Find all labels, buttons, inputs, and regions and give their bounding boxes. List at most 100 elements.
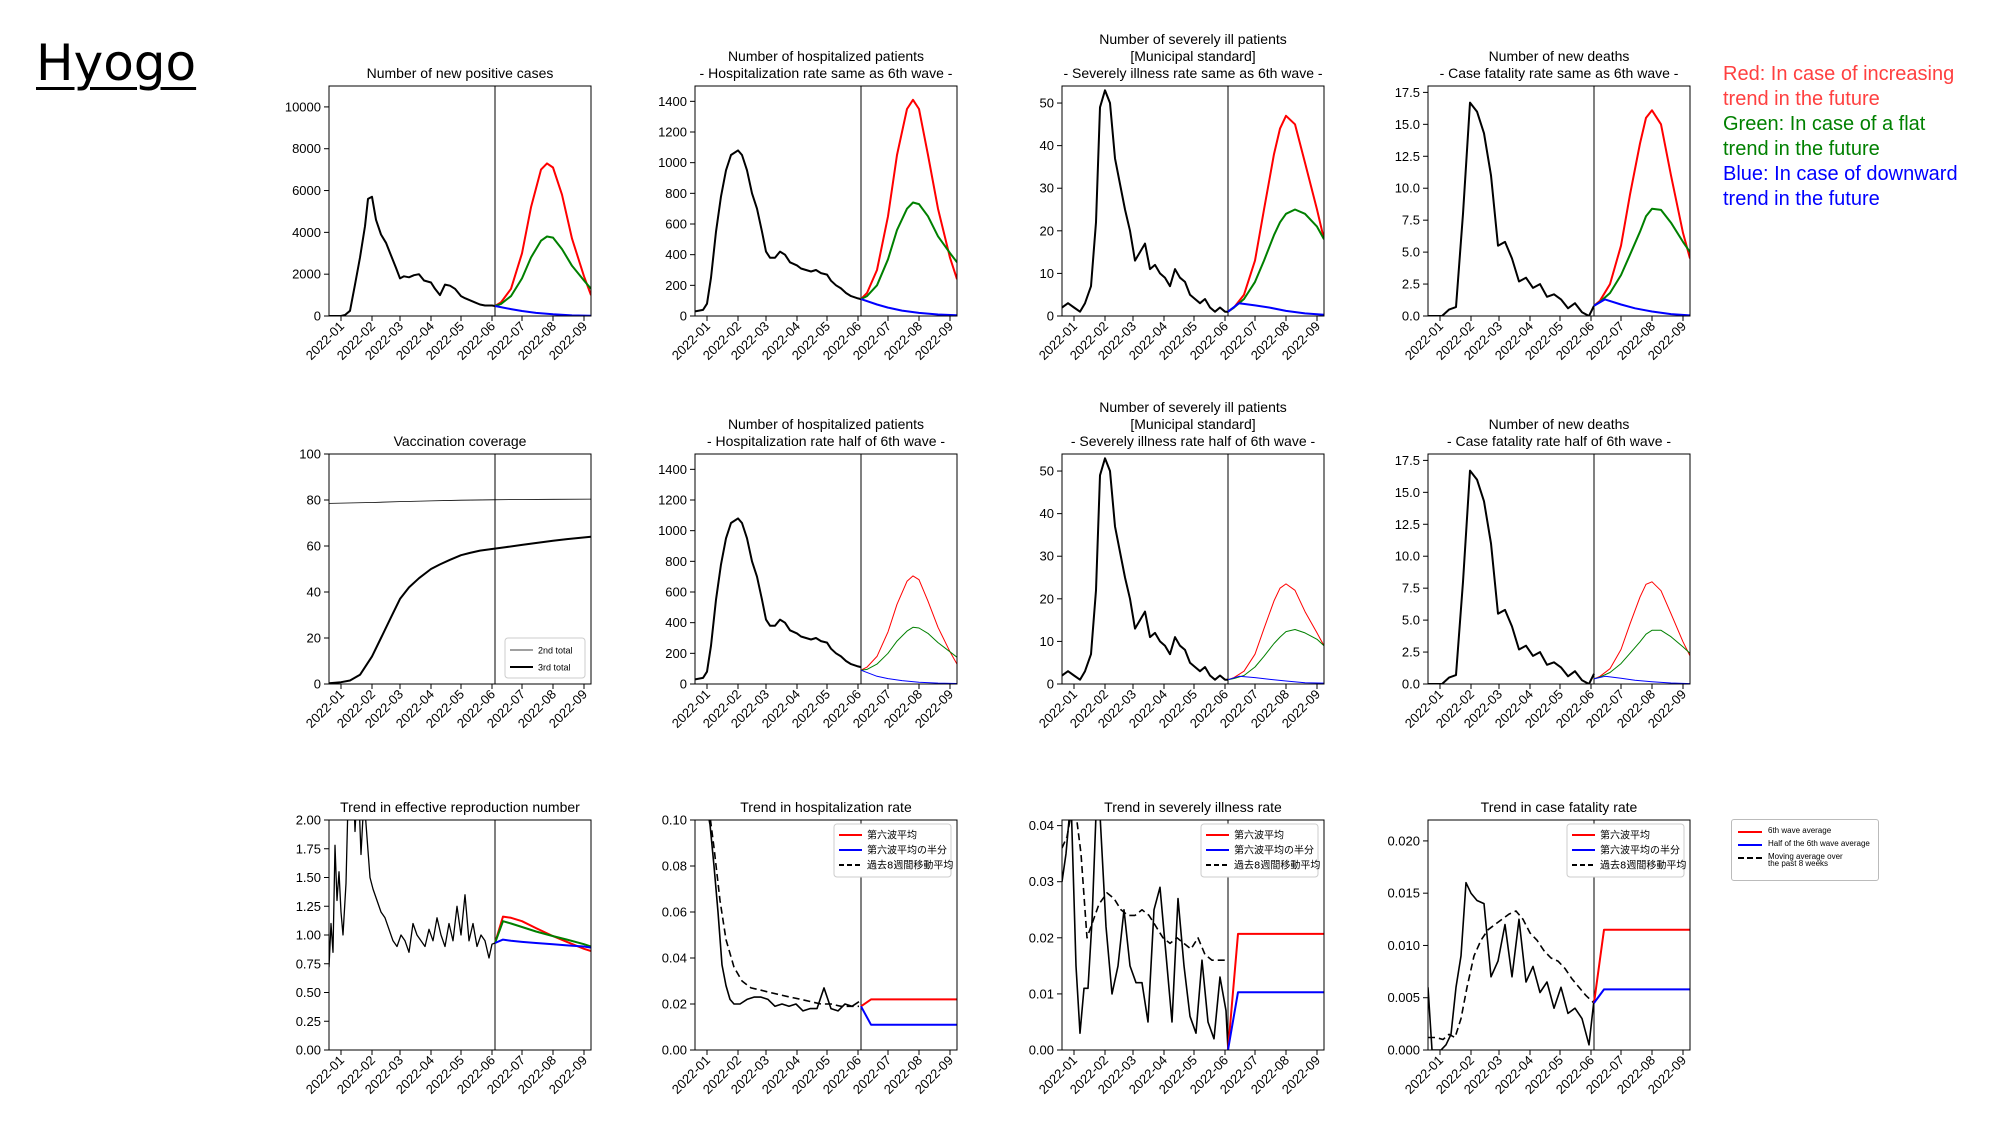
scenario-legend: Red: In case of increasing trend in the f…	[1723, 62, 1958, 212]
plot-frame	[328, 85, 592, 317]
plot-frame	[694, 453, 958, 685]
plot-frame	[1061, 453, 1325, 685]
y-tick-label: 800	[665, 186, 687, 201]
y-tick-label: 12.5	[1395, 517, 1420, 532]
series-line	[1593, 207, 1690, 307]
series-line	[708, 820, 860, 1012]
chart-title: Number of severely ill patients	[1099, 31, 1287, 47]
y-tick-label: 0.015	[1387, 886, 1420, 901]
series-line	[860, 201, 957, 300]
y-tick-label: 0.08	[662, 859, 687, 874]
chart-panel: Trend in severely illness rate 0.00 0.01 0.…	[1029, 799, 1325, 1097]
ratio-legend-swatch	[1738, 857, 1762, 859]
series-line	[329, 498, 591, 504]
series-line	[1428, 881, 1595, 1050]
y-tick-label: 0.10	[662, 813, 687, 828]
series-line	[860, 1005, 957, 1026]
y-tick-label: 400	[665, 615, 687, 630]
legend-label: 過去8週間移動平均	[867, 859, 953, 872]
ratio-legend-box: 6th wave average Half of the 6th wave ave…	[1731, 819, 1879, 881]
chart-title: - Severely illness rate same as 6th wave…	[1063, 65, 1322, 81]
series-line	[1062, 457, 1228, 681]
y-tick-label: 1000	[658, 155, 687, 170]
y-tick-label: 20	[1040, 223, 1054, 238]
chart-panel: Number of hospitalized patients- Hospita…	[658, 416, 958, 731]
series-line	[709, 820, 859, 1008]
y-tick-label: 40	[307, 585, 321, 600]
y-tick-label: 0.005	[1387, 990, 1420, 1005]
chart-panel: Number of new positive cases 0 2000 4000 600…	[285, 65, 592, 363]
y-tick-label: 10000	[285, 99, 321, 114]
series-line	[1593, 988, 1690, 1004]
y-tick-label: 0.01	[1029, 986, 1054, 1001]
y-tick-label: 12.5	[1395, 149, 1420, 164]
plot-frame	[1061, 819, 1325, 1051]
chart-panel: Vaccination coverage0204060801002022-012…	[299, 433, 592, 731]
chart-title: Number of new positive cases	[367, 65, 554, 81]
series-line	[1593, 928, 1690, 1004]
y-tick-label: 50	[1040, 96, 1054, 111]
chart-title: [Municipal standard]	[1130, 416, 1255, 432]
y-tick-label: 5.0	[1402, 245, 1420, 260]
chart-panel: Trend in effective reproduction number 0.…	[296, 799, 592, 1097]
chart-panel: Number of hospitalized patients- Hospita…	[658, 48, 958, 363]
chart-title: Number of new deaths	[1489, 416, 1630, 432]
series-line	[1593, 581, 1690, 680]
legend-label: 3rd total	[538, 663, 571, 673]
series-line	[1593, 298, 1690, 316]
legend-label: 2nd total	[538, 646, 573, 656]
y-tick-label: 4000	[292, 225, 321, 240]
chart-title: Trend in case fatality rate	[1481, 799, 1638, 815]
y-tick-label: 60	[307, 539, 321, 554]
chart-title: Number of new deaths	[1489, 48, 1630, 64]
y-tick-label: 0	[1047, 309, 1054, 324]
series-line	[860, 669, 957, 684]
y-tick-label: 0	[314, 677, 321, 692]
y-tick-label: 1.75	[296, 841, 321, 856]
y-tick-label: 1400	[658, 462, 687, 477]
series-line	[1062, 820, 1226, 962]
y-tick-label: 2.5	[1402, 645, 1420, 660]
series-line	[329, 195, 496, 316]
chart-title: Trend in severely illness rate	[1104, 799, 1282, 815]
scenario-legend-line: Red: In case of increasing	[1723, 63, 1955, 85]
series-line	[1062, 820, 1229, 1050]
region-title: Hyogo	[36, 34, 197, 92]
series-line	[1227, 629, 1324, 681]
legend-label: 第六波平均	[1234, 829, 1284, 842]
plot-frame	[328, 453, 592, 685]
legend-label: 過去8週間移動平均	[1234, 859, 1320, 872]
y-tick-label: 0	[1047, 677, 1054, 692]
plot-frame	[1061, 85, 1325, 317]
series-line	[695, 517, 862, 681]
y-tick-label: 30	[1040, 549, 1054, 564]
ratio-legend-label: Half of the 6th wave average	[1768, 839, 1870, 848]
y-tick-label: 40	[1040, 138, 1054, 153]
y-tick-label: 0.00	[1029, 1043, 1054, 1058]
series-line	[1593, 109, 1690, 307]
y-tick-label: 0.0	[1402, 677, 1420, 692]
series-line	[494, 938, 591, 949]
y-tick-label: 0.010	[1387, 938, 1420, 953]
series-line	[1227, 932, 1324, 1050]
legend-label: 第六波平均	[867, 829, 917, 842]
legend-box	[833, 823, 952, 878]
legend-label: 第六波平均の半分	[1234, 844, 1314, 857]
series-line	[695, 149, 862, 313]
series-line	[860, 998, 957, 1008]
series-line	[860, 98, 957, 300]
chart-title: Trend in hospitalization rate	[740, 799, 912, 815]
y-tick-label: 800	[665, 554, 687, 569]
series-line	[1227, 114, 1324, 313]
series-line	[1227, 675, 1324, 684]
chart-panel: Number of new deaths- Case fatality rate…	[1395, 416, 1691, 731]
y-tick-label: 600	[665, 585, 687, 600]
y-tick-label: 0	[680, 677, 687, 692]
series-line	[860, 298, 957, 316]
y-tick-label: 600	[665, 217, 687, 232]
chart-title: - Case fatality rate half of 6th wave -	[1447, 433, 1671, 449]
scenario-legend-line: Blue: In case of downward	[1723, 163, 1958, 185]
series-line	[1428, 469, 1595, 684]
y-tick-label: 1000	[658, 523, 687, 538]
y-tick-label: 10.0	[1395, 549, 1420, 564]
